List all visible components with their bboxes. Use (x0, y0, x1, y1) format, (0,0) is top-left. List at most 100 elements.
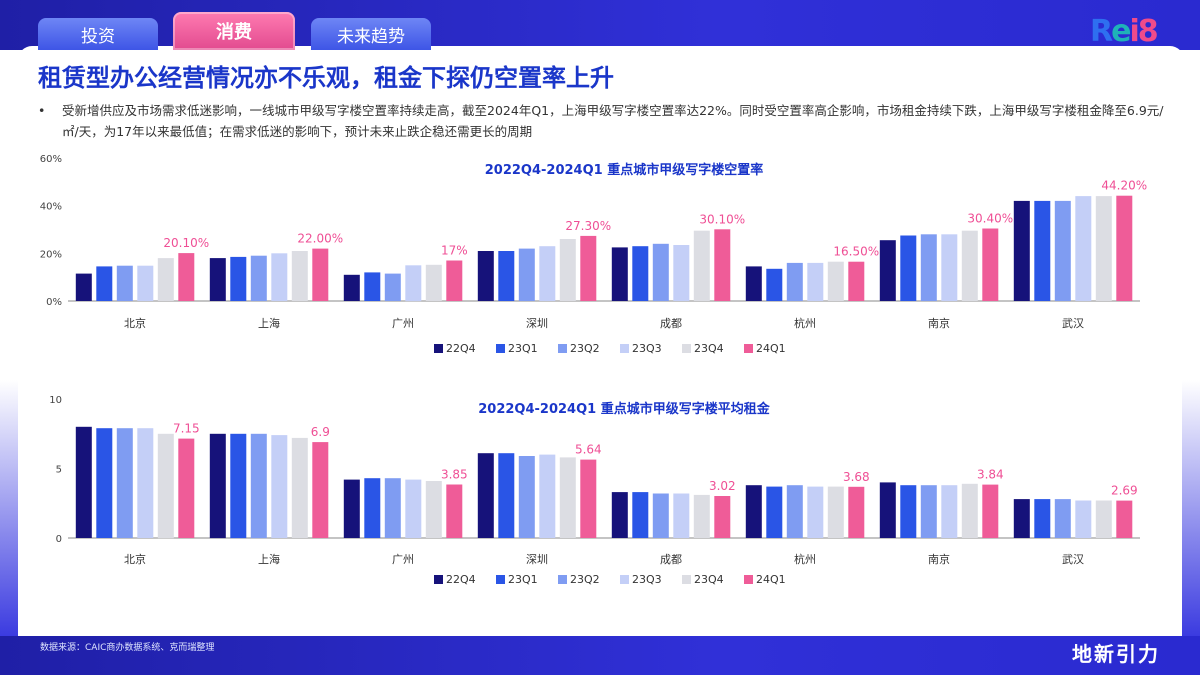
x-category-label: 深圳 (526, 317, 548, 330)
bar-22Q4 (745, 485, 762, 538)
bar-23Q3 (271, 253, 288, 301)
bar-23Q2 (250, 433, 267, 539)
legend-label: 23Q1 (508, 573, 538, 586)
vacancy-rate-chart: 2022Q4-2024Q1 重点城市甲级写字楼空置率 0% 20% 40% 60% 20.… (40, 154, 1147, 355)
y-tick-label: 0% (46, 297, 62, 308)
data-label: 3.68 (843, 470, 870, 484)
x-category-label: 杭州 (794, 552, 816, 566)
bar-22Q4 (745, 266, 762, 301)
x-category-label: 广州 (392, 317, 414, 330)
data-label: 30.40% (967, 212, 1013, 226)
bar-23Q2 (1054, 200, 1071, 301)
bar-23Q3 (539, 246, 556, 301)
bar-22Q4 (477, 251, 494, 301)
bar-23Q4 (425, 264, 442, 301)
data-label: 44.20% (1101, 179, 1147, 193)
bar-23Q3 (673, 493, 690, 538)
bar-23Q3 (673, 245, 690, 301)
bar-22Q4 (343, 479, 360, 538)
legend-label: 23Q3 (632, 342, 662, 355)
bar-23Q2 (1054, 499, 1071, 538)
legend-label: 23Q1 (508, 342, 538, 355)
left-glow (0, 380, 18, 636)
bullet-dot-icon: • (38, 103, 46, 118)
legend-label: 23Q4 (694, 342, 724, 355)
bar-23Q3 (1075, 196, 1092, 301)
right-glow (1182, 380, 1200, 636)
bar-23Q4 (693, 494, 710, 538)
bullet-text: 受新增供应及市场需求低迷影响，一线城市甲级写字楼空置率持续走高，截至2024年Q… (62, 103, 1164, 139)
legend-swatch-23Q3 (620, 344, 629, 353)
x-category-label: 上海 (258, 552, 280, 566)
x-category-label: 北京 (124, 316, 146, 330)
bar-24Q1 (982, 484, 999, 538)
bar-23Q4 (827, 486, 844, 538)
bar-23Q4 (157, 433, 174, 539)
legend-swatch-23Q4 (682, 575, 691, 584)
bar-23Q4 (559, 457, 576, 538)
bar-22Q4 (75, 426, 92, 538)
data-source-note: 数据来源：CAIC商办数据系统、克而瑞整理 (40, 643, 215, 653)
bar-24Q1 (580, 459, 597, 538)
legend-swatch-23Q2 (558, 344, 567, 353)
legend-swatch-24Q1 (744, 575, 753, 584)
bar-23Q4 (425, 481, 442, 538)
bar-23Q3 (807, 262, 824, 301)
bar-23Q2 (116, 428, 133, 538)
data-label: 3.85 (441, 468, 468, 482)
bar-22Q4 (75, 273, 92, 301)
chart-title: 2022Q4-2024Q1 重点城市甲级写字楼空置率 (485, 162, 763, 178)
bar-24Q1 (1116, 195, 1133, 301)
legend-swatch-23Q2 (558, 575, 567, 584)
legend-swatch-23Q3 (620, 575, 629, 584)
bar-22Q4 (1013, 200, 1030, 301)
bar-23Q3 (271, 435, 288, 538)
x-category-label: 杭州 (794, 316, 816, 330)
bar-23Q3 (941, 485, 958, 538)
bar-23Q1 (900, 485, 917, 538)
legend-label: 23Q3 (632, 573, 662, 586)
bar-22Q4 (209, 433, 226, 539)
data-label: 30.10% (699, 212, 745, 226)
tab-invest[interactable]: 投资 (38, 18, 158, 50)
tab-consume[interactable]: 消费 (173, 12, 295, 50)
data-label: 3.84 (977, 468, 1004, 482)
x-category-label: 深圳 (526, 553, 548, 566)
legend-label: 23Q2 (570, 342, 600, 355)
data-label: 2.69 (1111, 484, 1138, 498)
bar-23Q2 (384, 478, 401, 538)
data-label: 27.30% (565, 219, 611, 233)
brand-logo: Rei8 (1090, 14, 1159, 49)
bar-23Q1 (1034, 499, 1051, 538)
page-title: 租赁型办公经营情况亦不乐观，租金下探仍空置率上升 (38, 64, 614, 92)
bar-24Q1 (178, 438, 195, 538)
bar-23Q4 (291, 437, 308, 538)
bar-23Q1 (766, 268, 783, 301)
bar-23Q3 (807, 486, 824, 538)
data-label: 6.9 (311, 425, 330, 439)
bar-23Q2 (518, 456, 535, 538)
bar-23Q1 (364, 272, 381, 301)
bar-23Q1 (230, 433, 247, 539)
legend-swatch-24Q1 (744, 344, 753, 353)
bar-24Q1 (714, 496, 731, 538)
x-category-label: 成都 (660, 317, 682, 330)
x-category-label: 武汉 (1062, 553, 1084, 566)
bar-22Q4 (879, 482, 896, 538)
tab-future-trend[interactable]: 未来趋势 (311, 18, 431, 50)
bar-23Q2 (652, 493, 669, 538)
bar-23Q4 (827, 261, 844, 301)
bar-23Q4 (961, 483, 978, 538)
bar-23Q1 (230, 256, 247, 301)
bar-23Q1 (1034, 200, 1051, 301)
data-label: 16.50% (833, 245, 879, 259)
data-label: 22.00% (297, 232, 343, 246)
data-label: 17% (441, 244, 468, 258)
logo-letter-2: e (1111, 14, 1131, 49)
bar-23Q1 (766, 486, 783, 538)
bar-24Q1 (178, 253, 195, 301)
bar-23Q3 (1075, 500, 1092, 538)
x-category-label: 南京 (928, 552, 950, 566)
bar-23Q2 (786, 262, 803, 301)
legend-label: 24Q1 (756, 573, 786, 586)
